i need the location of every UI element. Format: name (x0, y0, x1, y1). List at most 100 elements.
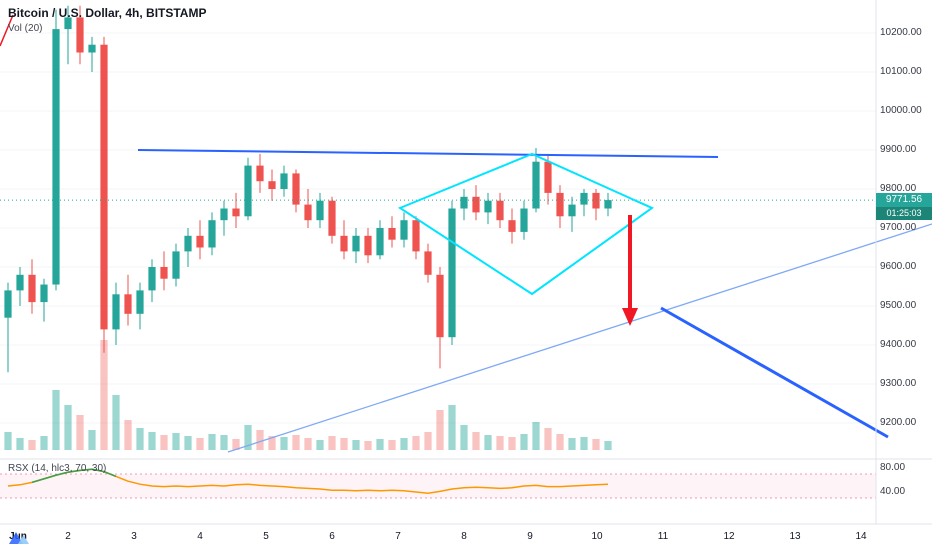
candle (364, 235, 372, 256)
volume-bar (436, 410, 444, 450)
volume-indicator-label[interactable]: Vol (20) (8, 23, 43, 34)
volume-bar (424, 432, 432, 450)
candle (340, 235, 348, 252)
volume-bar (136, 428, 144, 450)
candle (568, 204, 576, 217)
rsx-upper-axis-label: 80.00 (880, 462, 906, 473)
candle (52, 29, 60, 285)
candle (160, 267, 168, 279)
candle (412, 220, 420, 252)
volume-bar (40, 436, 48, 450)
price-tick-label: 9800.00 (880, 183, 917, 194)
candle (76, 17, 84, 53)
symbol-title[interactable]: Bitcoin / U.S. Dollar, 4h, BITSTAMP (8, 6, 207, 20)
volume-bar (232, 439, 240, 450)
watermark-logo[interactable] (8, 530, 32, 545)
time-tick-label: 3 (131, 531, 137, 542)
price-tick-label: 9900.00 (880, 144, 917, 155)
volume-bar (328, 436, 336, 450)
candle (484, 200, 492, 213)
volume-bar (544, 428, 552, 450)
time-tick-label: 4 (197, 531, 203, 542)
price-tick-label: 9500.00 (880, 300, 917, 311)
volume-bar (508, 437, 516, 450)
volume-bar (280, 437, 288, 450)
time-tick-label: 11 (657, 531, 669, 542)
last-price-value: 9771.56 (885, 194, 923, 205)
volume-bar (268, 436, 276, 450)
candle (496, 200, 504, 221)
time-tick-label: 7 (395, 531, 401, 542)
candle (544, 161, 552, 193)
volume-bar (16, 438, 24, 450)
time-tick-label: 5 (263, 531, 269, 542)
candle (316, 200, 324, 221)
volume-bar (28, 440, 36, 450)
candle (556, 192, 564, 217)
candle (112, 294, 120, 330)
candle (472, 196, 480, 213)
corner-drawing-line[interactable] (0, 14, 14, 47)
volume-bar (556, 434, 564, 450)
descending-support-line[interactable] (660, 306, 889, 439)
diamond-pattern[interactable] (397, 152, 654, 296)
candle (388, 228, 396, 240)
candle (508, 220, 516, 232)
logo-triangle-icon (9, 532, 23, 544)
time-tick-label: 9 (527, 531, 533, 542)
volume-bar (604, 441, 612, 450)
volume-bar (592, 439, 600, 450)
time-tick-label: 14 (855, 531, 867, 542)
price-tick-label: 10200.00 (880, 27, 922, 38)
candle (280, 173, 288, 189)
volume-bar (520, 434, 528, 450)
volume-bar (292, 435, 300, 450)
resistance-trendline[interactable] (137, 149, 719, 158)
rsx-indicator-label[interactable]: RSX (14, hlc3, 70, 30) (8, 463, 107, 474)
candle (352, 235, 360, 252)
sell-arrow-head[interactable] (622, 308, 638, 326)
candle (460, 196, 468, 209)
candle (184, 235, 192, 252)
candle (136, 290, 144, 314)
volume-bar (460, 425, 468, 450)
rsx-line-green-segment (31, 468, 117, 484)
volume-bar (172, 433, 180, 450)
volume-bar (52, 390, 60, 450)
volume-bar (76, 415, 84, 450)
volume-bar (100, 340, 108, 450)
candle (448, 208, 456, 338)
logo-triangle2-icon (18, 535, 29, 544)
volume-bar (88, 430, 96, 450)
volume-bar (196, 438, 204, 450)
volume-bar (64, 405, 72, 450)
candle (64, 17, 72, 30)
price-tick-label: 10100.00 (880, 66, 922, 77)
volume-bar (580, 437, 588, 450)
price-tick-label: 9600.00 (880, 261, 917, 272)
price-tick-label: 9200.00 (880, 417, 917, 428)
volume-bar (256, 430, 264, 450)
volume-bar (244, 425, 252, 450)
volume-bar (400, 438, 408, 450)
volume-bar (472, 432, 480, 450)
candle (328, 200, 336, 236)
candle (532, 161, 540, 209)
volume-bar (4, 432, 12, 450)
chart-header: Bitcoin / U.S. Dollar, 4h, BITSTAMP Vol … (8, 6, 206, 36)
rsx-lower-axis-label: 40.00 (880, 486, 906, 497)
volume-bar (160, 435, 168, 450)
candle (220, 208, 228, 221)
volume-bar (388, 440, 396, 450)
time-tick-label: 6 (329, 531, 335, 542)
volume-bar (208, 434, 216, 450)
time-tick-label: 2 (65, 531, 71, 542)
volume-bar (412, 436, 420, 450)
candle (28, 274, 36, 303)
candle (232, 208, 240, 217)
volume-bar (352, 440, 360, 450)
ascending-trendline[interactable] (227, 223, 932, 453)
time-tick-label: 8 (461, 531, 467, 542)
candle (244, 165, 252, 217)
